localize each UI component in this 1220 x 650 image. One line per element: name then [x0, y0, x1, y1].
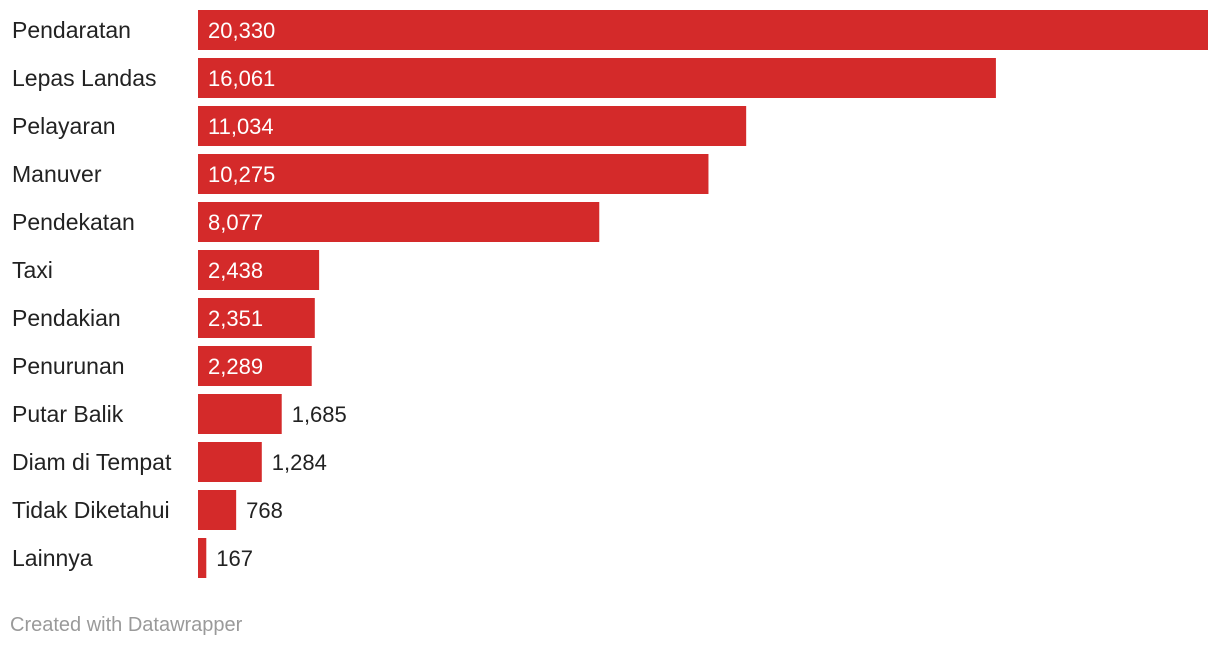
value-label: 2,351: [208, 306, 263, 331]
category-label: Pendakian: [12, 305, 121, 331]
category-label: Pendekatan: [12, 209, 135, 235]
value-label: 8,077: [208, 210, 263, 235]
category-label: Tidak Diketahui: [12, 497, 170, 523]
bar[interactable]: [198, 10, 1208, 50]
category-label: Pelayaran: [12, 113, 116, 139]
bar[interactable]: [198, 106, 747, 146]
category-label: Penurunan: [12, 353, 125, 379]
bar[interactable]: [198, 298, 315, 338]
value-label: 16,061: [208, 66, 275, 91]
value-label: 2,289: [208, 354, 263, 379]
bar[interactable]: [198, 394, 282, 434]
bar[interactable]: [198, 202, 600, 242]
category-label: Pendaratan: [12, 17, 131, 43]
category-label: Lepas Landas: [12, 65, 157, 91]
category-label: Manuver: [12, 161, 102, 187]
bar[interactable]: [198, 490, 237, 530]
bar[interactable]: [198, 154, 709, 194]
bar[interactable]: [198, 442, 262, 482]
bar[interactable]: [198, 58, 996, 98]
value-label: 1,685: [292, 402, 347, 427]
category-label: Diam di Tempat: [12, 449, 172, 475]
bar-chart: Pendaratan 20,330 Lepas Landas 16,061 Pelaya…: [12, 10, 1208, 578]
category-label: Lainnya: [12, 545, 93, 571]
bar[interactable]: [198, 250, 320, 290]
category-label: Putar Balik: [12, 401, 124, 427]
value-label: 11,034: [208, 114, 274, 139]
value-label: 20,330: [208, 18, 275, 43]
value-label: 1,284: [272, 450, 327, 475]
value-label: 167: [216, 546, 253, 571]
value-label: 2,438: [208, 258, 263, 283]
bar[interactable]: [198, 538, 207, 578]
value-label: 768: [246, 498, 283, 523]
value-label: 10,275: [208, 162, 275, 187]
bar[interactable]: [198, 346, 312, 386]
category-label: Taxi: [12, 257, 53, 283]
datawrapper-credit[interactable]: Created with Datawrapper: [10, 614, 243, 636]
